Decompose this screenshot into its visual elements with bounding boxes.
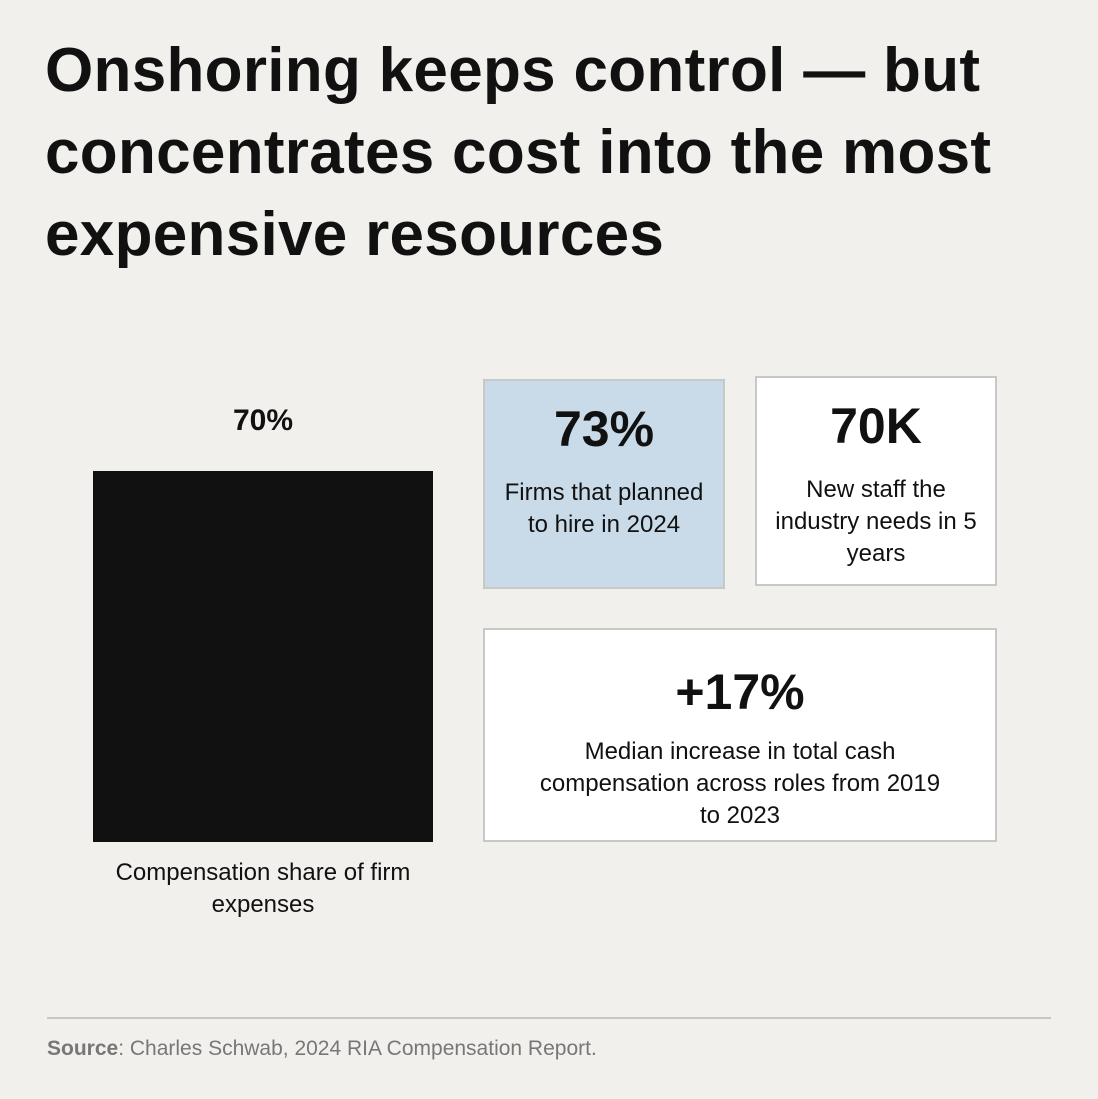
stat-description: New staff the industry needs in 5 years <box>775 476 977 567</box>
stat-value: 73% <box>553 401 655 457</box>
source-label: Source <box>47 1037 119 1060</box>
bar-compensation-share <box>93 471 433 842</box>
stat-card-hiring: 73% Firms that planned to hire in 2024 <box>483 379 725 589</box>
source-note: Source: Charles Schwab, 2024 RIA Compens… <box>47 1037 597 1061</box>
bar-chart <box>93 471 433 842</box>
page-title: Onshoring keeps control — but concentrat… <box>45 36 992 269</box>
stat-card-compensation-increase: +17% Median increase in total cash compe… <box>483 628 997 842</box>
stat-value: 70K <box>830 398 922 454</box>
footer-divider <box>47 1017 1051 1019</box>
stat-description: Median increase in total cash compensati… <box>539 738 941 829</box>
stat-card-new-staff: 70K New staff the industry needs in 5 ye… <box>755 376 997 586</box>
bar-category-label: Compensation share of firm expenses <box>115 859 411 918</box>
stat-value: +17% <box>675 664 805 720</box>
stat-description: Firms that planned to hire in 2024 <box>504 479 704 538</box>
bar-data-label: 70% <box>232 404 294 437</box>
source-text: : Charles Schwab, 2024 RIA Compensation … <box>118 1037 597 1060</box>
